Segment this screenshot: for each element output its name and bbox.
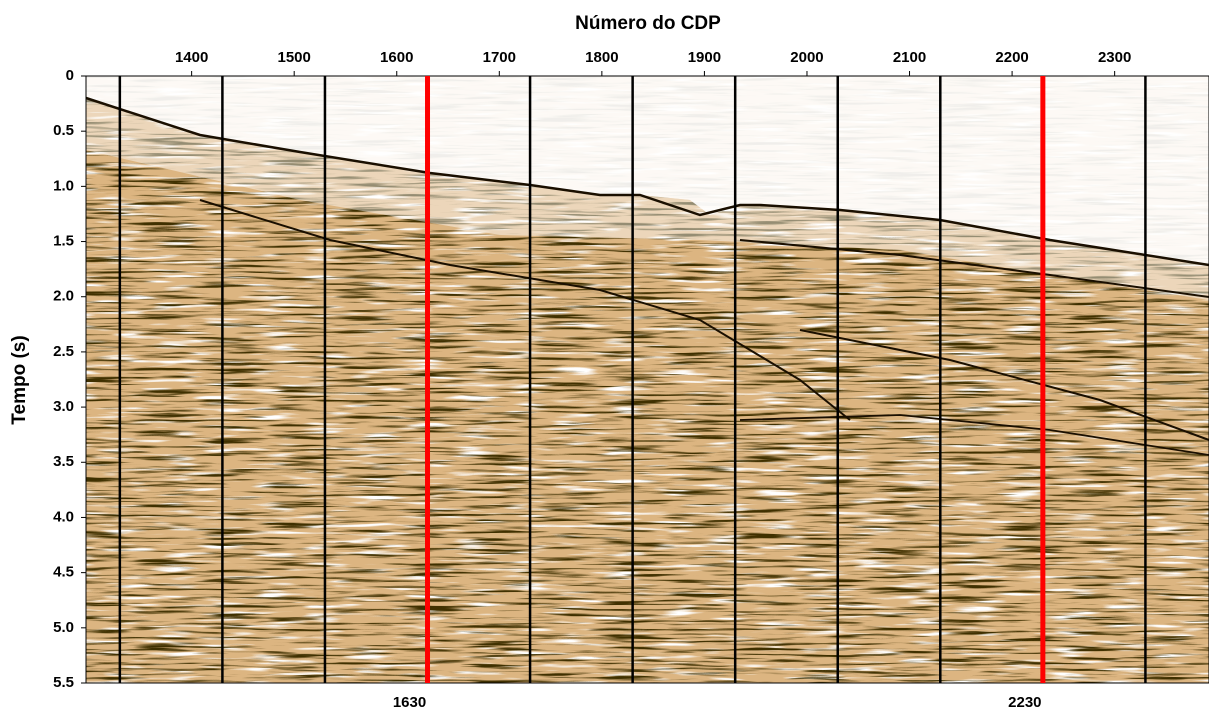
cdp-marker-label: 1630 — [393, 694, 426, 711]
y-axis-label: Tempo (s) — [9, 335, 30, 424]
x-tick-label: 1500 — [278, 49, 311, 66]
x-tick-label: 1700 — [483, 49, 516, 66]
x-tick-label: 2000 — [790, 49, 823, 66]
y-tick-label: 4.5 — [53, 564, 74, 581]
y-tick-label: 1.5 — [53, 233, 74, 250]
plot-frame — [85, 75, 1209, 684]
y-tick-label: 1.0 — [53, 177, 74, 194]
cdp-marker-label: 2230 — [1008, 694, 1041, 711]
y-tick-label: 5.0 — [53, 619, 74, 636]
x-tick-label: 2300 — [1098, 49, 1131, 66]
y-tick-label: 3.5 — [53, 453, 74, 470]
x-tick-label: 1900 — [688, 49, 721, 66]
y-tick-label: 0 — [66, 67, 74, 84]
seismic-image — [86, 76, 1209, 683]
y-tick-label: 0.5 — [53, 122, 74, 139]
y-tick-label: 3.0 — [53, 398, 74, 415]
x-tick-label: 1800 — [585, 49, 618, 66]
y-tick-label: 5.5 — [53, 674, 74, 691]
x-tick-label: 1400 — [175, 49, 208, 66]
y-tick-label: 2.0 — [53, 288, 74, 305]
x-tick-label: 1600 — [380, 49, 413, 66]
x-tick-label: 2100 — [893, 49, 926, 66]
y-tick-label: 4.0 — [53, 508, 74, 525]
y-tick-label: 2.5 — [53, 343, 74, 360]
x-tick-label: 2200 — [995, 49, 1028, 66]
chart-title: Número do CDP — [575, 13, 721, 34]
